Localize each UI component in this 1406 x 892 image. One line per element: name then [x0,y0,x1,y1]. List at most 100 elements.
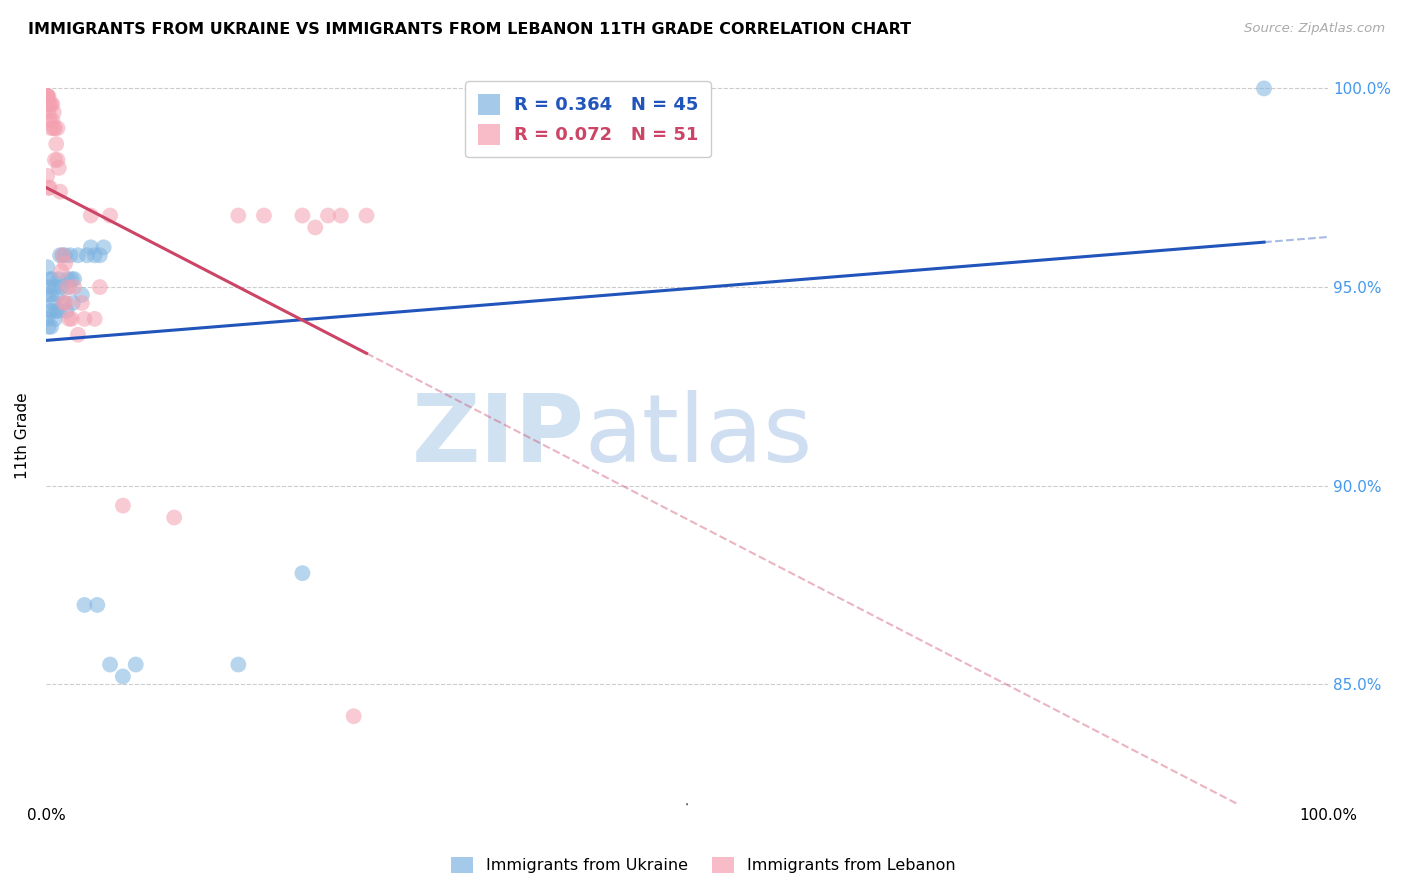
Point [38,304,60,318]
Point [93,240,115,254]
Point [56,272,79,286]
Point [60,311,83,326]
Legend: Immigrants from Ukraine, Immigrants from Lebanon: Immigrants from Ukraine, Immigrants from… [444,850,962,880]
Point [111,499,134,513]
Point [39,121,62,136]
Point [52,248,75,262]
Point [51,280,73,294]
Point [39,288,62,302]
Point [45,136,67,151]
Point [55,296,77,310]
Point [38,272,60,286]
Point [49,185,72,199]
Point [52,296,75,310]
Point [44,311,66,326]
Point [42,296,65,310]
Point [343,709,366,723]
Point [86,598,108,612]
Text: atlas: atlas [585,390,813,482]
Point [46,121,69,136]
Point [291,566,314,581]
Point [125,657,148,672]
Point [53,256,76,270]
Point [39,319,62,334]
Point [304,220,326,235]
Point [98,657,121,672]
Point [70,296,93,310]
Point [329,209,352,223]
Point [80,240,103,254]
Point [38,97,60,112]
Point [37,288,59,302]
Point [48,272,70,286]
Point [356,209,378,223]
Point [39,97,62,112]
Point [41,113,63,128]
Point [38,89,60,103]
Point [58,311,80,326]
Point [45,304,67,318]
Point [73,598,96,612]
Point [52,248,75,262]
Point [316,209,339,223]
Point [53,248,76,262]
Text: IMMIGRANTS FROM UKRAINE VS IMMIGRANTS FROM LEBANON 11TH GRADE CORRELATION CHART: IMMIGRANTS FROM UKRAINE VS IMMIGRANTS FR… [28,22,911,37]
Point [59,248,82,262]
Point [111,669,134,683]
Legend: R = 0.364   N = 45, R = 0.072   N = 51: R = 0.364 N = 45, R = 0.072 N = 51 [465,81,711,157]
Point [52,296,75,310]
Point [38,180,60,194]
Point [83,248,105,262]
Point [163,510,186,524]
Point [62,296,84,310]
Point [63,272,86,286]
Y-axis label: 11th Grade: 11th Grade [15,392,30,479]
Point [70,288,93,302]
Text: Source: ZipAtlas.com: Source: ZipAtlas.com [1244,22,1385,36]
Point [66,327,89,342]
Point [48,161,70,175]
Point [44,280,66,294]
Point [41,304,63,318]
Point [44,121,66,136]
Point [49,248,72,262]
Point [226,209,249,223]
Point [42,121,65,136]
Point [38,280,60,294]
Text: ZIP: ZIP [412,390,585,482]
Point [89,248,111,262]
Point [37,89,59,103]
Point [51,264,73,278]
Point [63,280,86,294]
Point [58,280,80,294]
Point [1253,81,1275,95]
Point [76,248,98,262]
Point [37,89,59,103]
Point [37,169,59,183]
Point [48,304,70,318]
Point [37,89,59,103]
Point [80,209,103,223]
Point [83,311,105,326]
Point [38,105,60,120]
Point [226,657,249,672]
Point [38,180,60,194]
Point [60,272,83,286]
Point [41,272,63,286]
Point [44,153,66,167]
Point [38,319,60,334]
Point [291,209,314,223]
Point [98,209,121,223]
Point [46,153,69,167]
Point [73,311,96,326]
Point [89,280,111,294]
Point [46,288,69,302]
Point [37,311,59,326]
Point [55,304,77,318]
Point [37,89,59,103]
Point [41,97,63,112]
Point [38,97,60,112]
Point [253,209,276,223]
Point [38,113,60,128]
Point [66,248,89,262]
